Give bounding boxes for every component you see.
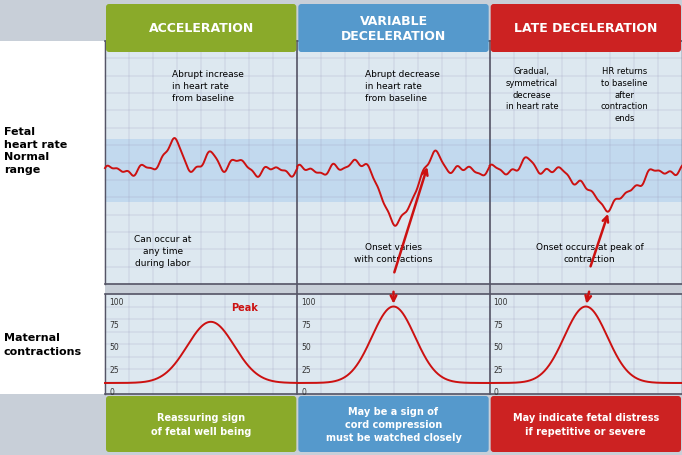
- Bar: [105, 42, 682, 284]
- Text: 100: 100: [109, 298, 123, 307]
- Text: Normal
range: Normal range: [4, 152, 49, 175]
- FancyBboxPatch shape: [490, 396, 681, 452]
- Text: 75: 75: [301, 320, 311, 329]
- Text: 25: 25: [301, 365, 311, 374]
- Text: Reassuring sign
of fetal well being: Reassuring sign of fetal well being: [151, 413, 252, 435]
- Bar: [105, 139, 682, 202]
- Text: 0: 0: [109, 388, 114, 397]
- Text: Peak: Peak: [231, 302, 258, 312]
- Text: 25: 25: [494, 365, 503, 374]
- FancyBboxPatch shape: [298, 396, 489, 452]
- Text: 100: 100: [301, 298, 316, 307]
- Text: 0: 0: [301, 388, 306, 397]
- FancyBboxPatch shape: [490, 5, 681, 53]
- Text: Maternal
contractions: Maternal contractions: [4, 333, 82, 356]
- Text: Abrupt increase
in heart rate
from baseline: Abrupt increase in heart rate from basel…: [173, 70, 244, 102]
- Text: 50: 50: [109, 343, 119, 352]
- Text: 0: 0: [494, 388, 499, 397]
- Bar: [0, 42, 105, 394]
- FancyBboxPatch shape: [106, 5, 297, 53]
- Text: HR returns
to baseline
after
contraction
ends: HR returns to baseline after contraction…: [600, 67, 648, 123]
- Text: May indicate fetal distress
if repetitive or severe: May indicate fetal distress if repetitiv…: [513, 413, 659, 435]
- Text: VARIABLE
DECELERATION: VARIABLE DECELERATION: [341, 15, 446, 43]
- Text: Onset occurs at peak of
contraction: Onset occurs at peak of contraction: [536, 243, 644, 263]
- Text: 50: 50: [494, 343, 503, 352]
- Text: ACCELERATION: ACCELERATION: [149, 22, 254, 35]
- Text: 75: 75: [109, 320, 119, 329]
- FancyBboxPatch shape: [298, 5, 489, 53]
- Text: 25: 25: [109, 365, 119, 374]
- Text: Abrupt decrease
in heart rate
from baseline: Abrupt decrease in heart rate from basel…: [365, 70, 439, 102]
- Text: LATE DECELERATION: LATE DECELERATION: [514, 22, 657, 35]
- Text: May be a sign of
cord compression
must be watched closely: May be a sign of cord compression must b…: [325, 406, 462, 442]
- Text: 50: 50: [301, 343, 311, 352]
- FancyBboxPatch shape: [106, 396, 297, 452]
- Text: Can occur at
any time
during labor: Can occur at any time during labor: [134, 234, 192, 267]
- Text: Gradual,
symmetrical
decrease
in heart rate: Gradual, symmetrical decrease in heart r…: [505, 67, 559, 111]
- Text: 100: 100: [494, 298, 508, 307]
- Text: 75: 75: [494, 320, 503, 329]
- Bar: [105, 294, 682, 394]
- Text: Fetal
heart rate: Fetal heart rate: [4, 126, 68, 150]
- Text: Onset varies
with contractions: Onset varies with contractions: [354, 243, 433, 263]
